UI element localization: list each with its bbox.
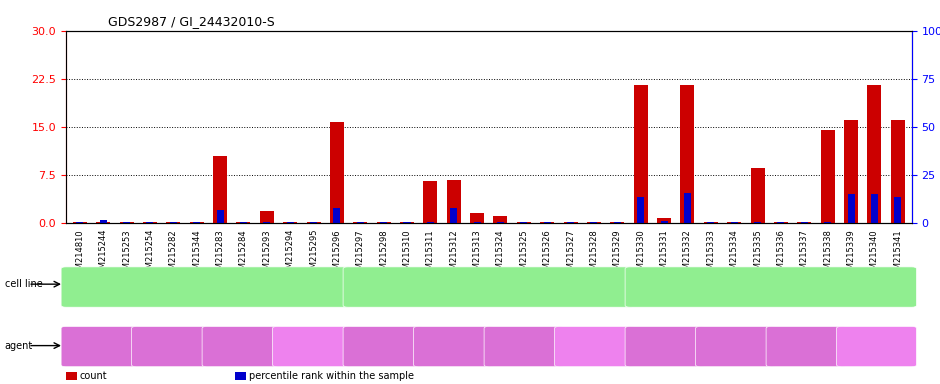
- Bar: [147, 222, 153, 223]
- Text: vehicle: vehicle: [650, 342, 681, 351]
- Bar: [470, 213, 484, 223]
- Text: atorvastatin: atorvastatin: [710, 342, 761, 351]
- Bar: [403, 222, 411, 223]
- Bar: [894, 197, 901, 223]
- Text: vehicle: vehicle: [368, 342, 399, 351]
- Text: atorvastatin and
mevalonate: atorvastatin and mevalonate: [772, 337, 840, 356]
- Bar: [283, 222, 297, 223]
- Bar: [263, 222, 271, 223]
- Text: pulmonary artery smooth muscle cells: pulmonary artery smooth muscle cells: [395, 281, 583, 291]
- Text: cell line: cell line: [5, 279, 42, 289]
- Bar: [494, 216, 508, 223]
- Bar: [213, 156, 227, 223]
- Bar: [848, 194, 854, 223]
- Text: GDS2987 / GI_24432010-S: GDS2987 / GI_24432010-S: [108, 15, 274, 28]
- Bar: [634, 85, 648, 223]
- Bar: [610, 222, 624, 223]
- Bar: [543, 222, 551, 223]
- Bar: [240, 222, 247, 223]
- Bar: [707, 222, 714, 223]
- Bar: [801, 222, 807, 223]
- Bar: [143, 222, 157, 223]
- Bar: [119, 222, 133, 223]
- Text: dermal fibroblasts: dermal fibroblasts: [727, 281, 815, 291]
- Bar: [521, 222, 527, 223]
- Bar: [590, 222, 598, 223]
- Bar: [474, 222, 480, 223]
- Bar: [868, 85, 882, 223]
- Bar: [587, 222, 601, 223]
- Bar: [891, 120, 905, 223]
- Bar: [72, 222, 86, 223]
- Bar: [306, 222, 321, 223]
- Bar: [427, 222, 434, 223]
- Bar: [870, 194, 878, 223]
- Bar: [166, 222, 180, 223]
- Bar: [334, 208, 340, 223]
- Bar: [193, 222, 200, 223]
- Bar: [564, 222, 577, 223]
- Bar: [377, 222, 391, 223]
- Bar: [681, 85, 695, 223]
- Bar: [100, 220, 107, 223]
- Bar: [684, 193, 691, 223]
- Bar: [236, 222, 250, 223]
- Bar: [310, 222, 317, 223]
- Text: atorvastatin: atorvastatin: [428, 342, 479, 351]
- Bar: [96, 222, 110, 223]
- Text: atorvastatin and
mevalonate: atorvastatin and mevalonate: [208, 337, 276, 356]
- Bar: [750, 168, 764, 223]
- Bar: [517, 222, 531, 223]
- Bar: [774, 222, 788, 223]
- Bar: [777, 222, 785, 223]
- Bar: [400, 222, 414, 223]
- Bar: [170, 222, 177, 223]
- Bar: [728, 222, 742, 223]
- Bar: [824, 222, 831, 223]
- Text: atorvastatin and
mevalonate: atorvastatin and mevalonate: [490, 337, 558, 356]
- Text: vehicle: vehicle: [86, 342, 117, 351]
- Bar: [446, 180, 461, 223]
- Bar: [216, 210, 224, 223]
- Text: SLx-2119: SLx-2119: [857, 342, 896, 351]
- Text: agent: agent: [5, 341, 33, 351]
- Bar: [704, 222, 718, 223]
- Text: atorvastatin: atorvastatin: [146, 342, 197, 351]
- Text: percentile rank within the sample: percentile rank within the sample: [249, 371, 415, 381]
- Bar: [730, 222, 738, 223]
- Text: SLx-2119: SLx-2119: [575, 342, 614, 351]
- Bar: [661, 221, 667, 223]
- Bar: [567, 222, 574, 223]
- Text: microvascular endothelial cells: microvascular endothelial cells: [131, 281, 283, 291]
- Bar: [657, 218, 671, 223]
- Bar: [821, 130, 835, 223]
- Bar: [754, 222, 761, 223]
- Bar: [353, 222, 368, 223]
- Bar: [797, 222, 811, 223]
- Bar: [614, 222, 620, 223]
- Bar: [637, 197, 644, 223]
- Bar: [190, 222, 204, 223]
- Bar: [380, 222, 387, 223]
- Bar: [423, 181, 437, 223]
- Bar: [330, 122, 344, 223]
- Bar: [540, 222, 555, 223]
- Bar: [259, 211, 274, 223]
- Bar: [287, 222, 293, 223]
- Text: count: count: [80, 371, 107, 381]
- Bar: [844, 120, 858, 223]
- Text: SLx-2119: SLx-2119: [293, 342, 332, 351]
- Bar: [450, 208, 457, 223]
- Bar: [497, 222, 504, 223]
- Bar: [357, 222, 364, 223]
- Bar: [123, 222, 130, 223]
- Bar: [76, 222, 84, 223]
